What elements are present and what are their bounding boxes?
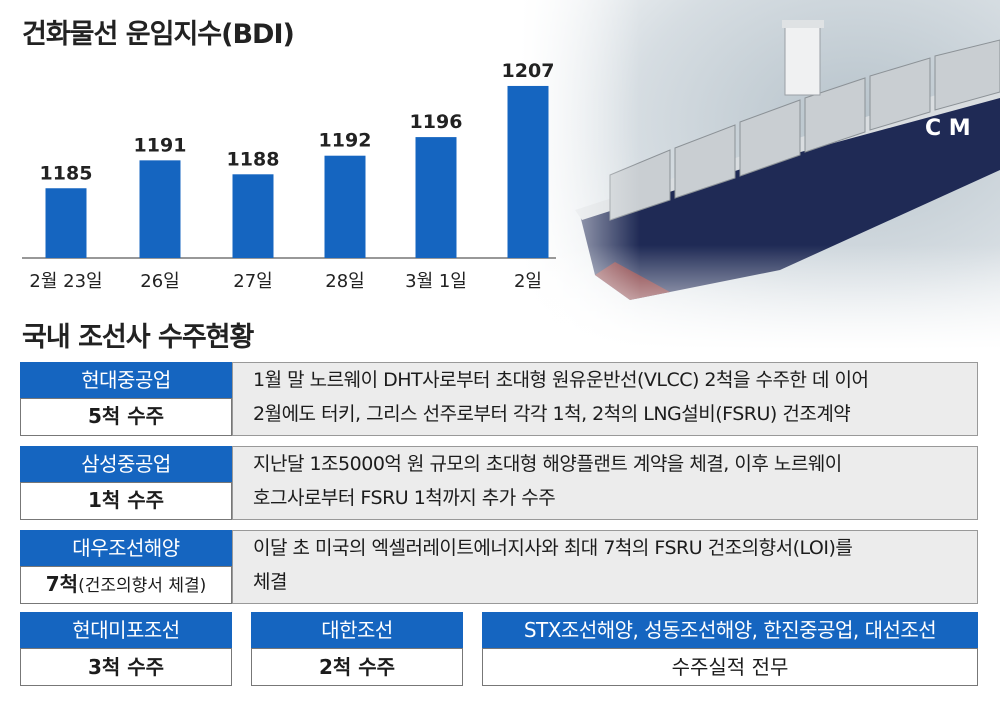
bottom-card-daehan: 대한조선 2척 수주 [251,612,463,690]
bar [139,160,181,258]
company-orders: 7척(건조의향서 체결) [20,566,232,604]
desc-line: 2월에도 터키, 그리스 선주로부터 각각 1척, 2척의 LNG설비(FSRU… [253,403,851,425]
bar-value-label: 1185 [40,162,93,184]
company-name: 삼성중공업 [20,446,232,482]
bar-value-label: 1191 [134,134,187,156]
x-tick-label: 2일 [514,271,542,292]
ship-photo: C M [520,0,1000,350]
company-description: 지난달 1조5000억 원 규모의 초대형 해양플랜트 계약을 체결, 이후 노… [232,446,978,520]
x-tick-label: 26일 [140,271,179,292]
bar-value-label: 1207 [502,60,555,82]
bottom-card-others: STX조선해양, 성동조선해양, 한진중공업, 대선조선 수주실적 전무 [482,612,978,690]
section-title: 국내 조선사 수주현황 [22,322,254,353]
orders-count: 5척 수주 [87,404,165,428]
company-orders: 5척 수주 [20,398,232,436]
bottom-card-mipo: 현대미포조선 3척 수주 [20,612,232,690]
company-orders: 3척 수주 [20,648,232,686]
company-card-daewoo: 대우조선해양 7척(건조의향서 체결) 이달 초 미국의 엑셀러레이트에너지사와… [20,530,978,604]
desc-line: 이달 초 미국의 엑셀러레이트에너지사와 최대 7척의 FSRU 건조의향서(L… [253,537,853,559]
company-name: 대우조선해양 [20,530,232,566]
orders-count: 7척 [45,572,79,596]
desc-line: 체결 [253,571,287,593]
desc-line: 호그사로부터 FSRU 1척까지 추가 수주 [253,487,556,509]
bdi-bar-chart: 1185 2월 23일 1191 26일 1188 27일 1192 28일 1196 3월 1일… [22,60,556,292]
company-description: 이달 초 미국의 엑셀러레이트에너지사와 최대 7척의 FSRU 건조의향서(L… [232,530,978,604]
bar [415,137,457,258]
bar [507,85,549,258]
x-tick-label: 28일 [325,271,364,292]
x-tick-label: 3월 1일 [405,271,467,292]
bar-value-label: 1188 [227,148,280,170]
company-name: STX조선해양, 성동조선해양, 한진중공업, 대선조선 [482,612,978,648]
bar-value-label: 1196 [410,111,463,133]
x-tick-label: 2월 23일 [29,271,102,292]
company-name: 현대중공업 [20,362,232,398]
desc-line: 지난달 1조5000억 원 규모의 초대형 해양플랜트 계약을 체결, 이후 노… [253,453,842,475]
x-tick-label: 27일 [233,271,272,292]
bar [232,174,274,258]
bar [45,188,87,258]
bar [324,155,366,258]
company-name: 현대미포조선 [20,612,232,648]
bar-value-label: 1192 [319,130,372,152]
company-card-samsung-heavy: 삼성중공업 1척 수주 지난달 1조5000억 원 규모의 초대형 해양플랜트 … [20,446,978,520]
company-description: 1월 말 노르웨이 DHT사로부터 초대형 원유운반선(VLCC) 2척을 수주… [232,362,978,436]
company-orders: 수주실적 전무 [482,648,978,686]
orders-note: (건조의향서 체결) [78,576,207,596]
company-card-hyundai-heavy: 현대중공업 5척 수주 1월 말 노르웨이 DHT사로부터 초대형 원유운반선(… [20,362,978,436]
company-name: 대한조선 [251,612,463,648]
company-orders: 2척 수주 [251,648,463,686]
company-orders: 1척 수주 [20,482,232,520]
orders-count: 1척 수주 [87,488,165,512]
chart-title: 건화물선 운임지수(BDI) [22,19,295,50]
desc-line: 1월 말 노르웨이 DHT사로부터 초대형 원유운반선(VLCC) 2척을 수주… [253,369,869,391]
